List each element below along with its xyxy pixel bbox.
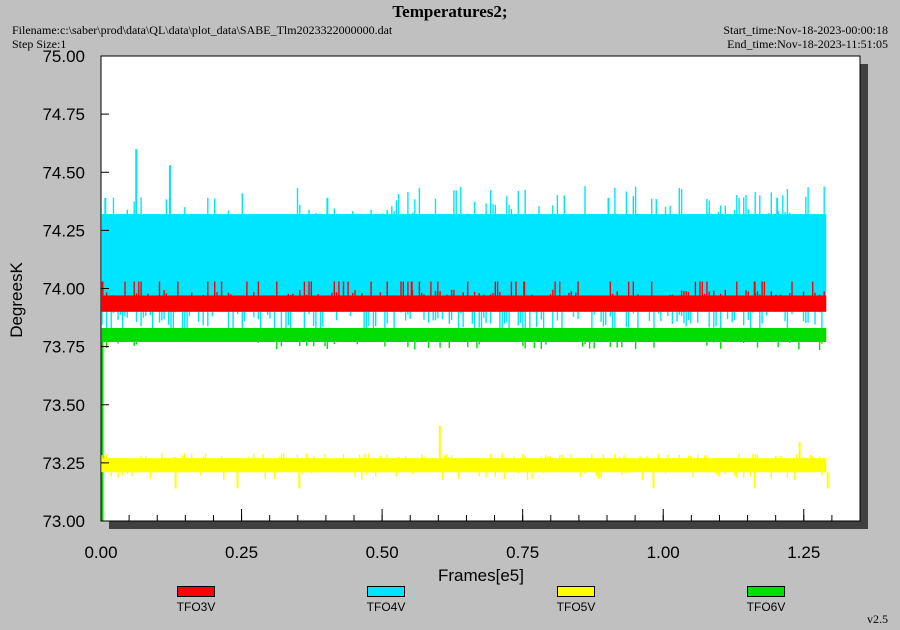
series-gap bbox=[682, 295, 687, 302]
legend-item-tfo4v: TFO4V bbox=[346, 586, 426, 614]
series-tfo5v bbox=[101, 425, 829, 489]
series-gap bbox=[262, 295, 266, 302]
series-gap bbox=[654, 295, 661, 302]
x-axis-label: Frames[e5] bbox=[438, 566, 524, 585]
legend-item-tfo3v: TFO3V bbox=[156, 586, 236, 614]
series-gap bbox=[626, 295, 629, 302]
series-gap bbox=[808, 295, 812, 302]
series-gap bbox=[318, 295, 324, 302]
series-gap bbox=[192, 295, 195, 302]
series-gap bbox=[304, 295, 307, 302]
legend-label-tfo6v: TFO6V bbox=[746, 600, 786, 614]
y-tick-label: 74.50 bbox=[42, 163, 85, 182]
legend-swatch-tfo3v bbox=[177, 586, 215, 597]
series-gap bbox=[556, 295, 563, 302]
series-gap bbox=[388, 295, 391, 302]
series-gap bbox=[430, 295, 436, 302]
series-gap bbox=[794, 295, 797, 302]
series-gap bbox=[220, 295, 228, 302]
version-label: v2.5 bbox=[867, 612, 888, 626]
series-gap bbox=[472, 295, 475, 302]
series-layer bbox=[101, 149, 829, 521]
series-gap bbox=[500, 295, 506, 302]
series-gap bbox=[584, 295, 590, 302]
filename-label: Filename:c:\saber\prod\data\QL\data\plot… bbox=[12, 23, 393, 37]
series-gap bbox=[346, 295, 350, 302]
series-gap bbox=[752, 295, 756, 302]
series-gap bbox=[150, 295, 155, 302]
series-gap bbox=[234, 295, 240, 302]
series-gap bbox=[542, 295, 547, 302]
y-tick-label: 73.75 bbox=[42, 338, 85, 357]
series-gap bbox=[248, 295, 252, 302]
chart-title: Temperatures2; bbox=[392, 2, 508, 21]
series-gap bbox=[206, 295, 213, 302]
step-size-label: Step Size:1 bbox=[12, 37, 67, 51]
legend-label-tfo3v: TFO3V bbox=[176, 600, 216, 614]
legend-label-tfo4v: TFO4V bbox=[366, 600, 406, 614]
series-gap bbox=[164, 295, 173, 302]
end-time-label: End_time:Nov-18-2023-11:51:05 bbox=[727, 37, 888, 51]
series-gap bbox=[276, 295, 281, 302]
series-gap bbox=[514, 295, 519, 302]
y-tick-label: 73.00 bbox=[42, 512, 85, 531]
start-time-label: Start_time:Nov-18-2023-00:00:18 bbox=[723, 23, 888, 37]
series-gap bbox=[570, 295, 576, 302]
series-band-tfo4v bbox=[102, 214, 827, 296]
x-tick-label: 0.00 bbox=[84, 543, 117, 562]
y-tick-label: 73.25 bbox=[42, 454, 85, 473]
legend-swatch-tfo4v bbox=[367, 586, 405, 597]
series-gap bbox=[598, 295, 606, 302]
series-tfo3v bbox=[101, 281, 828, 312]
series-tfo6v bbox=[101, 328, 827, 521]
series-gap bbox=[332, 295, 340, 302]
series-gap bbox=[766, 295, 772, 302]
x-tick-label: 0.50 bbox=[366, 543, 399, 562]
series-gap bbox=[640, 295, 649, 302]
series-gap bbox=[374, 295, 381, 302]
legend-swatch-tfo6v bbox=[747, 586, 785, 597]
y-axis-label: DegreesK bbox=[7, 262, 26, 338]
legend-swatch-tfo5v bbox=[557, 586, 595, 597]
y-tick-label: 74.00 bbox=[42, 280, 85, 299]
series-gap bbox=[724, 295, 731, 302]
series-gap bbox=[444, 295, 451, 302]
legend-item-tfo5v: TFO5V bbox=[536, 586, 616, 614]
series-gap bbox=[458, 295, 463, 302]
series-gap bbox=[486, 295, 495, 302]
series-gap bbox=[738, 295, 745, 302]
series-gap bbox=[108, 295, 113, 302]
x-tick-label: 1.25 bbox=[787, 543, 820, 562]
axes-layer: 0.00 0.25 0.50 0.75 1.00 1.25 73.00 73.25 73.50 7… bbox=[42, 47, 861, 562]
y-tick-label: 74.75 bbox=[42, 105, 85, 124]
series-gap bbox=[612, 295, 620, 302]
series-gap bbox=[416, 295, 425, 302]
series-gap bbox=[360, 295, 368, 302]
series-gap bbox=[696, 295, 699, 302]
y-tick-label: 75.00 bbox=[42, 47, 85, 66]
y-tick-label: 74.25 bbox=[42, 221, 85, 240]
legend-label-tfo5v: TFO5V bbox=[556, 600, 596, 614]
series-gap bbox=[822, 295, 828, 302]
series-gap bbox=[780, 295, 785, 302]
series-gap bbox=[528, 295, 532, 302]
series-gap bbox=[136, 295, 142, 302]
series-gap bbox=[402, 295, 409, 302]
series-gap bbox=[290, 295, 297, 302]
series-gap bbox=[668, 295, 671, 302]
x-tick-label: 1.00 bbox=[647, 543, 680, 562]
legend-item-tfo6v: TFO6V bbox=[726, 586, 806, 614]
x-tick-label: 0.25 bbox=[225, 543, 258, 562]
series-gap bbox=[178, 295, 183, 302]
y-tick-label: 73.50 bbox=[42, 396, 85, 415]
series-tfo4v bbox=[101, 149, 827, 343]
x-tick-label: 0.75 bbox=[506, 543, 539, 562]
series-gap bbox=[122, 295, 131, 302]
series-gap bbox=[710, 295, 716, 302]
